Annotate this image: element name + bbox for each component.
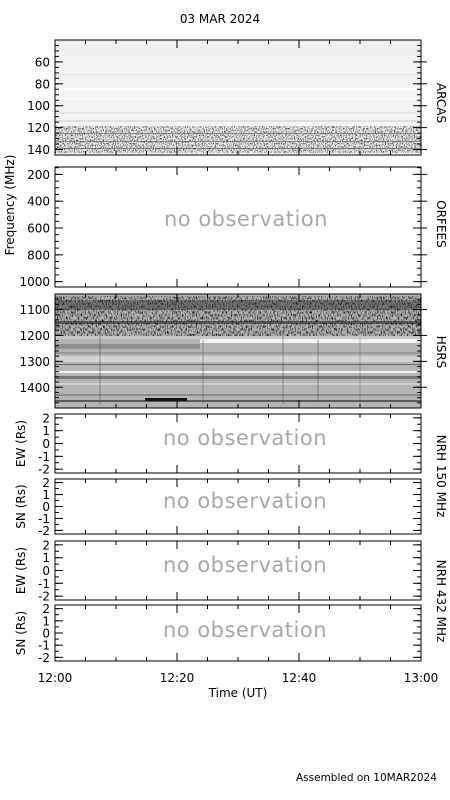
y-tick-label: -1 [38, 512, 50, 526]
arcas-dark-line-3 [55, 148, 421, 149]
y-tick-label: -1 [38, 450, 50, 464]
hsrs-band-dark-1 [55, 321, 421, 324]
y-tick-label: 1200 [19, 329, 50, 343]
y-tick-label: 120 [27, 121, 50, 135]
y-tick-label: 0 [42, 627, 50, 641]
y-tick-label: 400 [27, 195, 50, 209]
arcas-band-grey-2 [55, 112, 421, 114]
y-axes: 6080100120140200400600800100011001200130… [14, 39, 427, 665]
hsrs-top-noise [55, 296, 421, 336]
y-tick-label: 140 [27, 143, 50, 157]
hsrs-band-light-1 [55, 356, 421, 362]
arcas-dark-line-2 [55, 141, 421, 142]
y-tick-label: 1 [42, 488, 50, 502]
nrh-150-ew-no-observation: no observation [163, 426, 327, 450]
arcas-dark-line-1 [55, 133, 421, 134]
arcas-band-grey-3 [55, 120, 421, 122]
y-tick-label: -2 [38, 590, 50, 604]
y-tick-label: 800 [27, 248, 50, 262]
y-tick-label: 100 [27, 99, 50, 113]
panel-ylabel: EW (Rs) [14, 547, 28, 594]
y-tick-label: 0 [42, 564, 50, 578]
y-tick-label: 2 [42, 411, 50, 425]
x-axis: 12:00 12:20 12:40 13:00 [38, 40, 439, 685]
y-tick-label: 1300 [19, 355, 50, 369]
arcas-band-white-1 [55, 88, 421, 91]
x-tick-label: 12:40 [282, 671, 317, 685]
instrument-label-nrh-150: NRH 150 MHz [434, 435, 448, 518]
y-tick-label: 1100 [19, 303, 50, 317]
arcas-panel [54, 39, 422, 156]
y-tick-label: -2 [38, 463, 50, 477]
y-tick-label: 2 [42, 476, 50, 490]
y-tick-label: 80 [35, 77, 50, 91]
panel-ylabel: SN (Rs) [14, 611, 28, 655]
y-tick-label: 2 [42, 538, 50, 552]
hsrs-band-mid-1 [55, 336, 421, 339]
y-tick-label: 200 [27, 168, 50, 182]
instrument-label-arcas: ARCAS [434, 83, 448, 123]
hsrs-band-mid-3 [55, 352, 421, 354]
instrument-label-hsrs: HSRS [434, 336, 448, 369]
y-tick-label: 0 [42, 437, 50, 451]
nrh-432-sn-no-observation: no observation [163, 618, 327, 642]
y-tick-label: 0 [42, 500, 50, 514]
y-tick-label: 1 [42, 551, 50, 565]
y-tick-label: 2 [42, 602, 50, 616]
y-tick-label: -1 [38, 577, 50, 591]
hsrs-band-dark-5 [55, 400, 421, 402]
nrh-150-sn-no-observation: no observation [163, 489, 327, 513]
panel-ylabel: SN (Rs) [14, 484, 28, 528]
assembled-footer: Assembled on 10MAR2024 [296, 772, 437, 784]
nrh-432-sn-panel: no observation [54, 604, 422, 662]
x-tick-label: 12:20 [160, 671, 195, 685]
nrh-150-ew-panel: no observation [54, 413, 422, 474]
hsrs-band-mid-2 [55, 344, 200, 349]
nrh-150-sn-panel: no observation [54, 478, 422, 535]
y-tick-label: 1000 [19, 275, 50, 289]
y-tick-label: -2 [38, 651, 50, 665]
y-tick-label: 1 [42, 614, 50, 628]
chart-title: 03 MAR 2024 [180, 12, 260, 26]
hsrs-band-dark-4 [55, 394, 421, 396]
x-tick-label: 13:00 [404, 671, 439, 685]
nrh-432-sn-frame [54, 604, 422, 662]
hsrs-band-white-1 [200, 339, 421, 343]
y-tick-label: -1 [38, 639, 50, 653]
x-axis-label: Time (UT) [208, 686, 268, 700]
orfees-frame [54, 166, 422, 288]
x-tick-label: 12:00 [38, 671, 73, 685]
orfees-no-observation: no observation [164, 207, 328, 231]
arcas-band-white-2 [55, 98, 421, 100]
hsrs-top-band [55, 300, 421, 310]
instrument-label-orfees: ORFEES [434, 200, 448, 247]
y-tick-label: 60 [35, 55, 50, 69]
y-tick-label: 1400 [19, 381, 50, 395]
hsrs-band-white-2 [55, 371, 421, 373]
hsrs-bottom-dark [145, 398, 187, 401]
hsrs-panel [54, 293, 422, 409]
panel-ylabel: EW (Rs) [14, 420, 28, 467]
hsrs-band-dark-3 [55, 376, 421, 379]
hsrs-band-light-2 [55, 383, 421, 385]
orfees-panel: no observation [54, 166, 422, 288]
hsrs-band-dark-2 [55, 364, 421, 365]
arcas-band-grey-1 [55, 74, 421, 75]
y-tick-label: 600 [27, 222, 50, 236]
nrh-432-ew-no-observation: no observation [163, 553, 327, 577]
frequency-axis-label: Frequency (MHz) [3, 155, 17, 256]
instrument-label-nrh-432: NRH 432 MHz [434, 560, 448, 643]
y-tick-label: 1 [42, 424, 50, 438]
y-tick-label: -2 [38, 524, 50, 538]
nrh-432-ew-panel: no observation [54, 540, 422, 601]
